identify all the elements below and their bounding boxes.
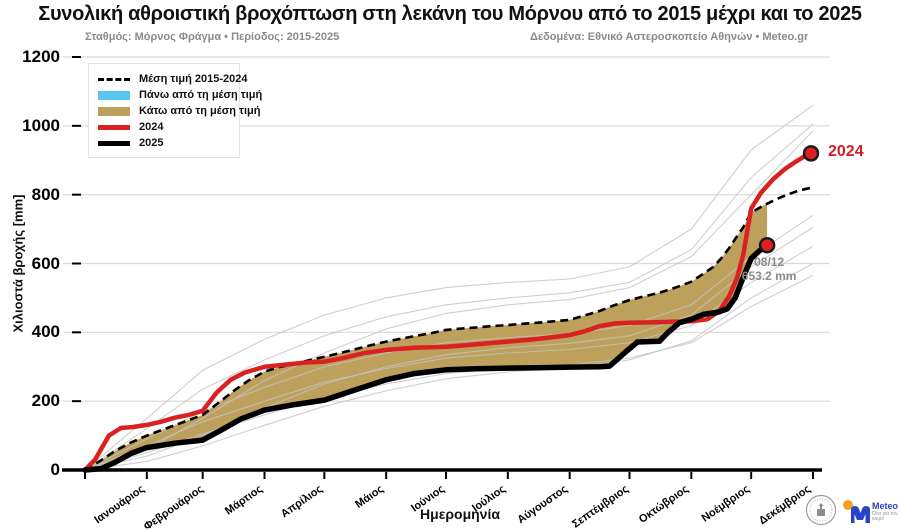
legend-label: Πάνω από τη μέση τιμή: [139, 89, 263, 101]
noa-seal-building-icon: [817, 503, 825, 516]
background-year-line: [84, 130, 814, 471]
noa-seal-logo: [805, 494, 837, 526]
line-2025: [82, 242, 770, 473]
background-year-line: [84, 245, 814, 471]
legend-item-above-mean: Πάνω από τη μέση τιμή: [98, 87, 262, 103]
meteo-logo-m: [851, 506, 870, 523]
background-year-line: [84, 123, 814, 471]
below-mean-patch-swatch: [98, 106, 130, 116]
legend-label: 2025: [139, 137, 164, 149]
y-tick-label: 1200: [22, 47, 60, 66]
noa-seal-inner-ring: [809, 498, 833, 522]
y-tick-label: 800: [31, 184, 60, 204]
y-tick-label: 600: [31, 253, 60, 273]
series-2024-end-label: 2024: [828, 143, 864, 161]
background-year-line: [84, 104, 814, 471]
line-2024-swatch: [98, 124, 130, 130]
annotation-value: 653.2 mm: [741, 269, 797, 284]
legend-item-mean: Μέση τιμή 2015-2024: [98, 71, 248, 87]
annotation-date: 08/12: [754, 255, 785, 270]
legend-item-2024: 2024: [98, 119, 231, 135]
end-marker-2025: [758, 236, 776, 254]
mean-dashed-line-swatch: [98, 77, 130, 81]
chart-title: Συνολική αθροιστική βροχόπτωση στη λεκάν…: [38, 3, 862, 25]
data-source-subtitle: Δεδομένα: Εθνικό Αστεροσκοπείο Αθηνών • …: [530, 31, 809, 43]
meteo-logo-dot: [843, 500, 853, 510]
below-mean-fill: [85, 203, 768, 470]
background-year-line: [84, 275, 814, 471]
x-axis-title: Ημερομηνία: [420, 506, 500, 522]
end-marker-2024: [802, 145, 820, 162]
line-2025-swatch: [98, 140, 130, 146]
legend-label: Μέση τιμή 2015-2024: [139, 73, 248, 85]
legend-box: Μέση τιμή 2015-2024 Πάνω από τη μέση τιμ…: [88, 63, 262, 158]
legend-item-below-mean: Κάτω από τη μέση τιμή: [98, 103, 260, 119]
background-year-line: [84, 263, 814, 471]
meteo-logo-wordmark: Meteo: [872, 501, 899, 511]
station-subtitle: Σταθμός: Μόρνος Φράγμα • Περίοδος: 2015-…: [85, 31, 340, 43]
legend-label: 2024: [139, 121, 164, 133]
legend-item-2025: 2025: [98, 135, 231, 151]
latest-value-annotation: 08/12 653.2 mm: [742, 255, 797, 283]
line-2024: [82, 151, 814, 473]
y-tick-label: 400: [31, 322, 60, 342]
above-mean-patch-swatch: [98, 90, 130, 100]
y-tick-label: 200: [31, 391, 60, 411]
background-year-line: [84, 226, 814, 471]
mean-line: [84, 186, 812, 472]
y-tick-label: 0: [50, 460, 60, 479]
meteo-logo-tagline: Όλα για τον καιρό: [872, 511, 898, 522]
legend-label: Κάτω από τη μέση τιμή: [139, 105, 261, 117]
y-tick-label: 1000: [22, 115, 60, 135]
